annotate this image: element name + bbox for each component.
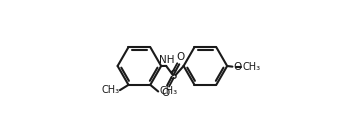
Text: CH₃: CH₃ [242,62,261,72]
Text: NH: NH [159,55,175,65]
Text: O: O [176,52,184,62]
Text: S: S [169,69,177,82]
Text: O: O [162,88,170,98]
Text: CH₃: CH₃ [160,86,178,96]
Text: CH₃: CH₃ [101,85,119,95]
Text: O: O [233,62,241,72]
